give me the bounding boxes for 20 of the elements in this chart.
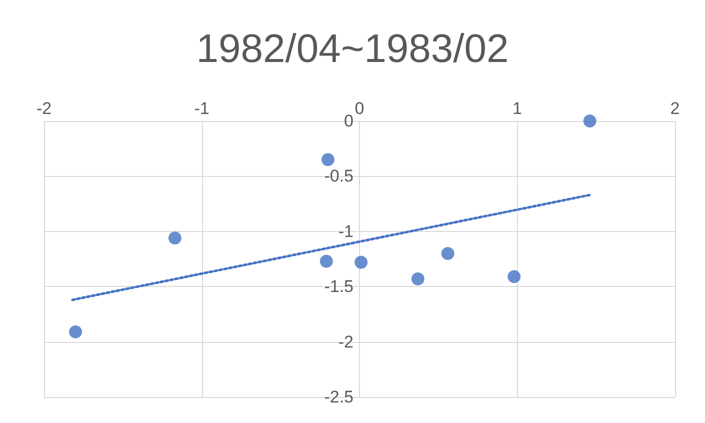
x-tick-label: -1 (194, 99, 210, 118)
y-tick-label: -2.5 (324, 388, 354, 406)
point (441, 246, 454, 260)
point (411, 272, 424, 286)
point (583, 114, 596, 128)
y-tick-label: 0 (344, 112, 354, 130)
x-tick-label: -2 (36, 99, 52, 118)
y-tick-label: -1.5 (324, 277, 354, 296)
y-tick-label: -1 (338, 222, 354, 241)
point (320, 254, 333, 268)
x-tick-label: 2 (670, 99, 680, 118)
point (168, 232, 182, 245)
point (69, 325, 82, 338)
y-tick-label: -2 (338, 332, 354, 352)
point (321, 153, 334, 166)
point (508, 270, 521, 284)
x-tick-label: 1 (512, 99, 522, 118)
point (354, 256, 368, 269)
y-tick-label: -0.5 (324, 166, 354, 186)
chart-title: 1982/04~1983/02 (196, 27, 509, 71)
